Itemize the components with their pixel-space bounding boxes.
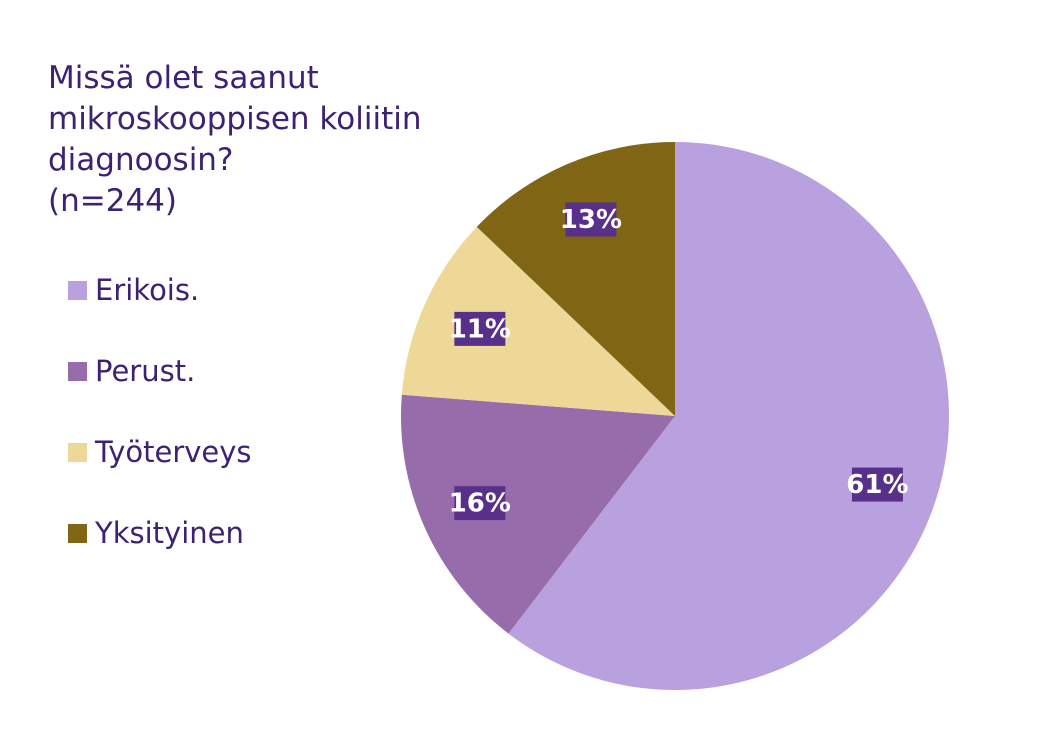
legend-item-erikois: Erikois.	[68, 270, 252, 310]
legend-swatch	[68, 442, 87, 462]
data-label-background	[454, 311, 506, 346]
legend-swatch	[68, 280, 87, 300]
pie-slice-yksityinen	[476, 142, 675, 416]
data-label-background	[565, 202, 617, 237]
legend-label: Työterveys	[95, 435, 252, 469]
pie-data-labels: 61% 16% 11% 13%	[449, 202, 909, 521]
data-label-tyoterveys: 11%	[449, 314, 511, 344]
legend-swatch	[68, 361, 87, 381]
legend-item-tyoterveys: Työterveys	[68, 432, 252, 472]
pie-slice-perust	[401, 394, 675, 634]
legend-item-perust: Perust.	[68, 351, 252, 391]
legend: Erikois. Perust. Työterveys Yksityinen	[68, 270, 252, 594]
legend-item-yksityinen: Yksityinen	[68, 513, 252, 553]
chart-title: Missä olet saanut mikroskooppisen koliit…	[48, 58, 508, 222]
chart-title-line: mikroskooppisen koliitin	[48, 101, 422, 137]
pie-slice-erikois	[508, 142, 950, 690]
chart-title-line: Missä olet saanut	[48, 60, 319, 96]
legend-label: Yksityinen	[95, 516, 244, 550]
data-label-yksityinen: 13%	[560, 205, 622, 235]
data-label-background	[851, 467, 903, 502]
legend-swatch	[68, 523, 87, 543]
data-label-perust: 16%	[449, 489, 511, 519]
data-label-erikois: 61%	[846, 470, 908, 500]
pie-slices	[401, 142, 950, 690]
chart-title-line: diagnoosin?	[48, 142, 234, 178]
legend-label: Perust.	[95, 354, 196, 388]
chart-title-line: (n=244)	[48, 183, 177, 219]
pie-slice-tyoterveys	[401, 226, 675, 416]
data-label-background	[454, 486, 506, 521]
legend-label: Erikois.	[95, 273, 200, 307]
